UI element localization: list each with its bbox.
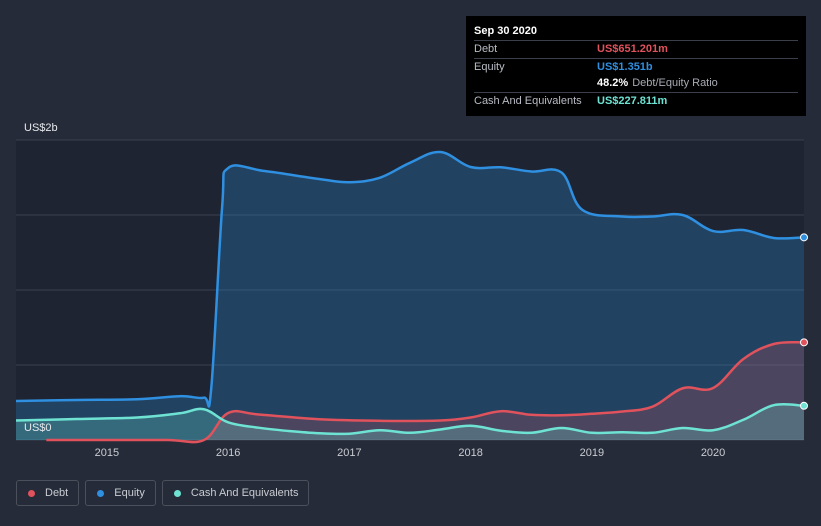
y-tick-label-bottom: US$0 <box>24 422 52 434</box>
legend-debt-dot <box>28 489 35 497</box>
legend-item-debt[interactable]: Debt <box>16 480 80 506</box>
line-cash-and-equivalents <box>15 402 805 436</box>
end-marker-debt <box>800 338 808 347</box>
x-tick-label: 2017 <box>337 447 362 459</box>
legend-item-cash[interactable]: Cash And Equivalents <box>161 480 310 506</box>
tooltip-row-equity: Equity US$1.351b <box>474 58 798 76</box>
series-lines <box>15 150 805 444</box>
tooltip-cash-value: US$227.811m <box>597 95 668 107</box>
legend-debt-label: Debt <box>45 487 69 499</box>
tooltip-date: Sep 30 2020 <box>474 25 537 37</box>
tooltip-row-ratio: 48.2% Debt/Equity Ratio <box>474 76 798 92</box>
tooltip-cash-label: Cash And Equivalents <box>474 95 582 107</box>
end-marker-cash-and-equivalents <box>800 401 808 410</box>
line-debt <box>46 340 805 444</box>
line-equity <box>15 150 805 408</box>
legend-item-equity[interactable]: Equity <box>85 480 156 506</box>
x-tick-label: 2016 <box>215 447 241 459</box>
tooltip-ratio-value: 48.2% <box>597 77 629 89</box>
tooltip-ratio-label: Debt/Equity Ratio <box>632 77 718 89</box>
tooltip-row-debt: Debt US$651.201m <box>474 40 798 58</box>
tooltip-debt-value: US$651.201m <box>597 43 668 55</box>
tooltip-panel: Sep 30 2020 Debt US$651.201m Equity US$1… <box>466 16 806 116</box>
y-tick-label-top: US$2b <box>24 122 58 134</box>
series-end-markers <box>800 233 808 410</box>
area-debt <box>46 342 805 443</box>
legend: Debt Equity Cash And Equivalents <box>16 480 310 506</box>
tooltip-equity-label: Equity <box>474 61 505 73</box>
end-marker-equity <box>800 233 808 242</box>
tooltip-ratio-spacer <box>474 76 597 92</box>
legend-cash-dot <box>173 489 181 497</box>
tooltip-debt-label: Debt <box>474 43 498 55</box>
legend-equity-label: Equity <box>114 487 145 499</box>
x-tick-label: 2020 <box>700 447 726 459</box>
tooltip-equity-value: US$1.351b <box>597 61 653 73</box>
x-tick-label: 2015 <box>94 447 120 459</box>
legend-cash-label: Cash And Equivalents <box>190 487 299 499</box>
legend-equity-dot <box>97 489 105 497</box>
tooltip-row-cash: Cash And Equivalents US$227.811m <box>474 92 798 110</box>
x-tick-label: 2018 <box>458 447 483 459</box>
x-tick-label: 2019 <box>579 447 605 459</box>
